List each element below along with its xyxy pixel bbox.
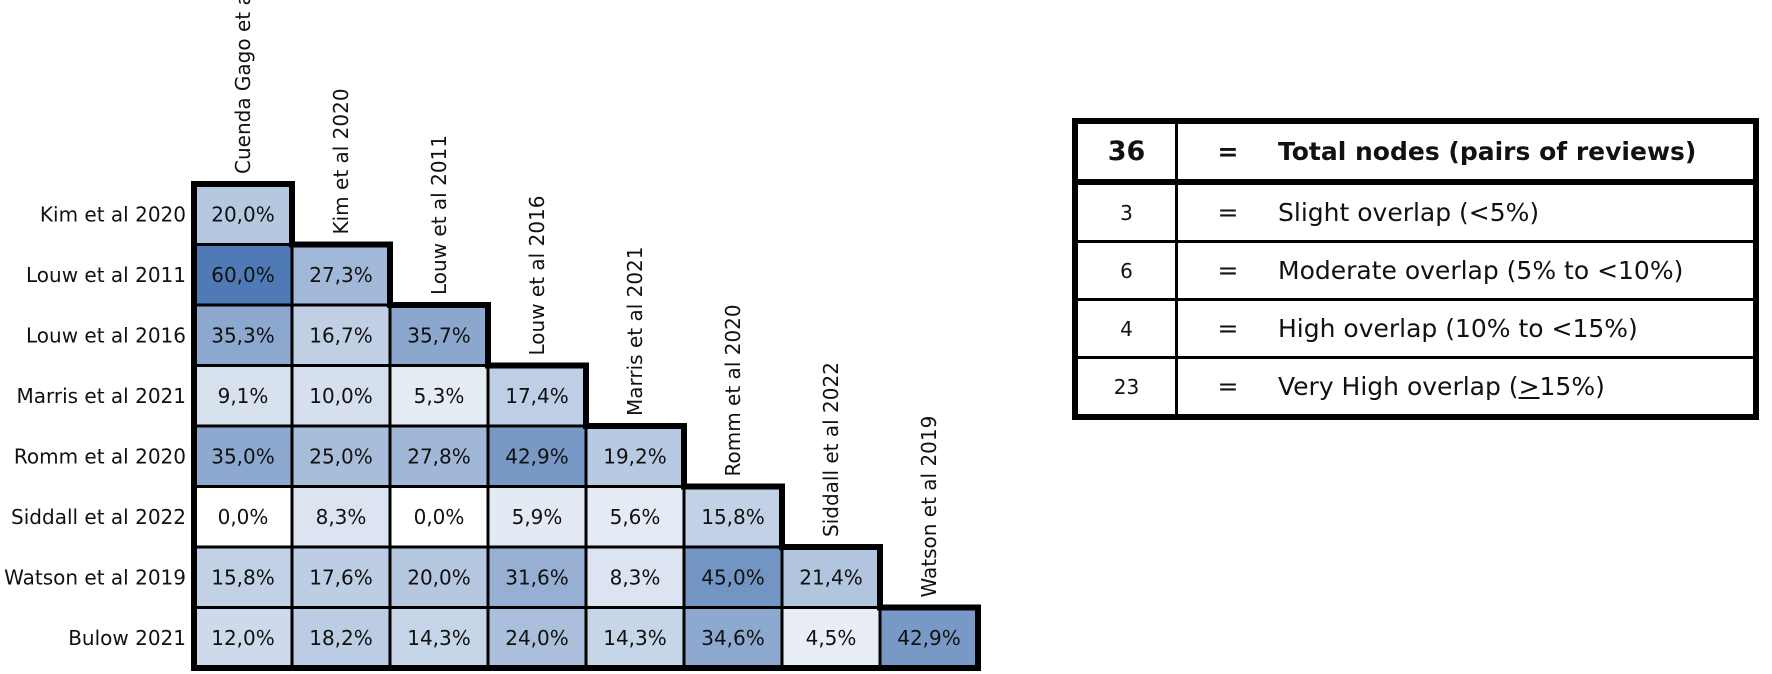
column-label: Kim et al 2020 [329, 88, 353, 234]
legend-text-part: Very High overlap ( [1278, 372, 1519, 401]
legend-count: 23 [1073, 356, 1178, 419]
cell-value: 14,3% [603, 626, 667, 650]
row-label: Louw et al 2016 [26, 323, 186, 347]
matrix-cell [486, 485, 588, 549]
legend-row-high: 4 = High overlap (10% to <15%) [1073, 298, 1758, 359]
matrix-cell [878, 606, 980, 670]
cell-value: 8,3% [610, 565, 661, 589]
column-label: Louw et al 2016 [525, 196, 549, 356]
legend-text: Moderate overlap (5% to <10%) [1278, 256, 1684, 285]
cell-value: 25,0% [309, 444, 373, 468]
matrix-cell [486, 424, 588, 488]
cell-value: 12,0% [211, 626, 275, 650]
overlap-matrix: 20,0% Kim et al 2020 60,0% 27,3% Louw et al … [4, 0, 981, 671]
legend-count: 36 [1073, 119, 1178, 185]
cell-value: 34,6% [701, 626, 765, 650]
legend-text: Total nodes (pairs of reviews) [1278, 137, 1697, 166]
matrix-cell [290, 424, 392, 488]
cell-value: 45,0% [701, 565, 765, 589]
matrix-cell [192, 545, 294, 609]
cell-value: 42,9% [897, 626, 961, 650]
cell-value: 0,0% [218, 505, 269, 529]
cell-value: 4,5% [806, 626, 857, 650]
legend-count: 6 [1073, 240, 1178, 301]
cell-value: 19,2% [603, 444, 667, 468]
column-label: Siddall et al 2022 [819, 362, 843, 537]
matrix-cell [682, 545, 784, 609]
cell-value: 21,4% [799, 565, 863, 589]
column-label: Watson et al 2019 [917, 416, 941, 598]
legend-row-total: 36 = Total nodes (pairs of reviews) [1073, 119, 1758, 185]
legend-text-part: 15%) [1539, 372, 1605, 401]
cell-value: 10,0% [309, 384, 373, 408]
legend-equals: = [1217, 198, 1239, 227]
legend-count: 4 [1073, 298, 1178, 359]
cell-value: 27,3% [309, 263, 373, 287]
legend-count: 3 [1073, 180, 1178, 243]
cell-value: 24,0% [505, 626, 569, 650]
row-label: Kim et al 2020 [40, 202, 186, 226]
cell-value: 15,8% [701, 505, 765, 529]
cell-value: 18,2% [309, 626, 373, 650]
cell-value: 14,3% [407, 626, 471, 650]
legend-description: = Slight overlap (<5%) [1175, 180, 1758, 243]
cell-value: 31,6% [505, 565, 569, 589]
legend-equals: = [1217, 372, 1239, 401]
row-label: Watson et al 2019 [4, 565, 186, 589]
legend-text-underlined: > [1518, 372, 1540, 401]
cell-value: 16,7% [309, 323, 373, 347]
legend-row-slight: 3 = Slight overlap (<5%) [1073, 180, 1758, 243]
cell-value: 5,3% [414, 384, 465, 408]
row-label: Marris et al 2021 [16, 384, 186, 408]
row-label: Siddall et al 2022 [11, 505, 186, 529]
matrix-cell [486, 364, 588, 428]
row-label: Bulow 2021 [68, 626, 186, 650]
legend-equals: = [1217, 256, 1239, 285]
legend-description: = Total nodes (pairs of reviews) [1175, 119, 1758, 185]
cell-value: 35,0% [211, 444, 275, 468]
cell-value: 20,0% [407, 565, 471, 589]
cell-value: 5,9% [512, 505, 563, 529]
legend-text-part: High overlap (10% to <15%) [1278, 314, 1638, 343]
cell-value: 17,6% [309, 565, 373, 589]
matrix-cell [388, 606, 490, 670]
cell-value: 9,1% [218, 384, 269, 408]
overlap-legend-table: 36 = Total nodes (pairs of reviews) 3 = Sl… [1072, 118, 1759, 420]
legend-text: High overlap (10% to <15%) [1278, 314, 1638, 343]
column-label: Marris et al 2021 [623, 246, 647, 416]
cell-value: 17,4% [505, 384, 569, 408]
matrix-cell [584, 485, 686, 549]
matrix-cell [290, 485, 392, 549]
column-label: Romm et al 2020 [721, 304, 745, 476]
cell-value: 42,9% [505, 444, 569, 468]
legend-text: Slight overlap (<5%) [1278, 198, 1540, 227]
row-label: Romm et al 2020 [14, 444, 186, 468]
legend-description: = Moderate overlap (5% to <10%) [1175, 240, 1758, 301]
matrix-cell [192, 606, 294, 670]
legend-equals: = [1217, 314, 1239, 343]
matrix-outline [191, 181, 981, 671]
row-label: Louw et al 2011 [26, 263, 186, 287]
legend-description: = High overlap (10% to <15%) [1175, 298, 1758, 359]
legend-row-moderate: 6 = Moderate overlap (5% to <10%) [1073, 240, 1758, 301]
cell-value: 35,3% [211, 323, 275, 347]
cell-value: 60,0% [211, 263, 275, 287]
matrix-cell [290, 545, 392, 609]
legend-description: = Very High overlap (>15%) [1175, 356, 1758, 419]
column-label: Louw et al 2011 [427, 135, 451, 295]
cell-value: 5,6% [610, 505, 661, 529]
legend-row-very-high: 23 = Very High overlap (>15%) [1073, 356, 1758, 419]
cell-value: 35,7% [407, 323, 471, 347]
cell-value: 27,8% [407, 444, 471, 468]
matrix-cell [290, 364, 392, 428]
column-label: Cuenda Gago et a [231, 0, 255, 174]
matrix-cell [388, 303, 490, 367]
cell-value: 8,3% [316, 505, 367, 529]
legend-text: Very High overlap (>15%) [1278, 372, 1605, 401]
legend-equals: = [1217, 137, 1239, 166]
cell-value: 20,0% [211, 202, 275, 226]
cell-value: 15,8% [211, 565, 275, 589]
cell-value: 0,0% [414, 505, 465, 529]
